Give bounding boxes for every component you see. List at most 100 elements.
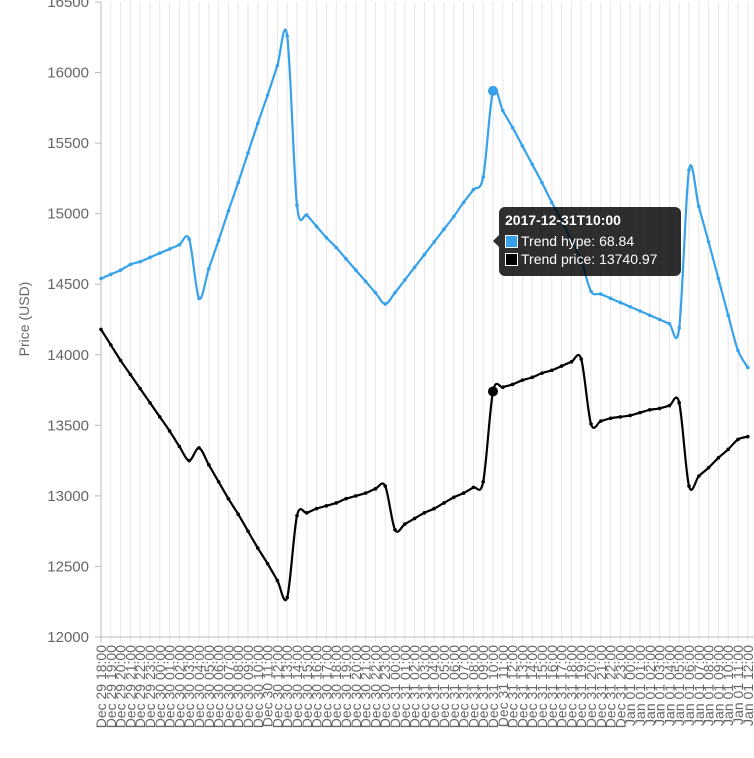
data-point-trend-hype[interactable]: [697, 204, 701, 209]
data-point-trend-hype[interactable]: [99, 276, 103, 281]
data-point-trend-hype[interactable]: [461, 200, 466, 205]
data-point-trend-hype[interactable]: [403, 278, 407, 282]
data-point-trend-price[interactable]: [452, 495, 456, 500]
data-point-trend-price[interactable]: [275, 578, 280, 583]
data-point-trend-price[interactable]: [442, 501, 446, 505]
data-point-trend-hype[interactable]: [432, 240, 437, 244]
data-point-trend-hype[interactable]: [471, 187, 476, 192]
data-point-trend-hype[interactable]: [488, 85, 498, 96]
data-point-trend-hype[interactable]: [226, 209, 231, 213]
data-point-trend-price[interactable]: [158, 415, 162, 419]
data-point-trend-hype[interactable]: [589, 289, 593, 294]
data-point-trend-hype[interactable]: [344, 257, 348, 261]
data-point-trend-hype[interactable]: [412, 265, 417, 270]
data-point-trend-hype[interactable]: [599, 292, 603, 296]
data-point-trend-price[interactable]: [697, 474, 701, 478]
data-point-trend-hype[interactable]: [550, 200, 554, 205]
data-point-trend-price[interactable]: [354, 494, 358, 498]
data-point-trend-price[interactable]: [432, 506, 437, 511]
data-point-trend-hype[interactable]: [246, 151, 250, 155]
data-point-trend-hype[interactable]: [314, 224, 319, 229]
data-point-trend-hype[interactable]: [501, 108, 505, 113]
data-point-trend-hype[interactable]: [109, 272, 113, 277]
data-point-trend-hype[interactable]: [118, 268, 123, 272]
data-point-trend-price[interactable]: [197, 446, 201, 450]
data-point-trend-hype[interactable]: [481, 175, 486, 179]
data-point-trend-hype[interactable]: [216, 238, 221, 243]
data-point-trend-hype[interactable]: [236, 180, 240, 185]
data-point-trend-price[interactable]: [618, 415, 623, 419]
data-point-trend-price[interactable]: [167, 429, 172, 433]
data-point-trend-hype[interactable]: [648, 313, 652, 318]
data-point-trend-hype[interactable]: [207, 266, 211, 271]
data-point-trend-price[interactable]: [344, 496, 348, 501]
data-point-trend-price[interactable]: [403, 522, 407, 526]
data-point-trend-hype[interactable]: [177, 242, 182, 247]
data-point-trend-price[interactable]: [305, 511, 309, 515]
data-point-trend-hype[interactable]: [677, 326, 681, 330]
data-point-trend-hype[interactable]: [667, 321, 672, 326]
data-point-trend-hype[interactable]: [628, 305, 632, 309]
data-point-trend-price[interactable]: [540, 371, 544, 375]
data-point-trend-price[interactable]: [422, 511, 427, 515]
data-point-trend-hype[interactable]: [334, 245, 339, 250]
data-point-trend-hype[interactable]: [363, 279, 368, 284]
data-point-trend-price[interactable]: [236, 512, 240, 517]
data-point-trend-hype[interactable]: [383, 302, 388, 306]
data-point-trend-price[interactable]: [657, 406, 662, 411]
data-point-trend-hype[interactable]: [158, 251, 162, 255]
data-point-trend-hype[interactable]: [726, 313, 730, 318]
data-point-trend-price[interactable]: [314, 506, 319, 511]
data-point-trend-hype[interactable]: [255, 121, 260, 126]
data-point-trend-price[interactable]: [648, 408, 652, 412]
data-point-trend-hype[interactable]: [510, 125, 515, 130]
data-point-trend-price[interactable]: [599, 419, 603, 423]
data-point-trend-price[interactable]: [295, 513, 299, 518]
data-point-trend-price[interactable]: [638, 410, 642, 415]
data-point-trend-price[interactable]: [687, 484, 691, 488]
data-point-trend-price[interactable]: [265, 561, 270, 566]
data-point-trend-hype[interactable]: [305, 213, 309, 217]
data-point-trend-price[interactable]: [216, 479, 221, 484]
data-point-trend-price[interactable]: [589, 422, 593, 426]
data-point-trend-price[interactable]: [716, 455, 721, 460]
data-point-trend-price[interactable]: [706, 465, 711, 470]
data-point-trend-price[interactable]: [667, 403, 672, 408]
data-point-trend-price[interactable]: [520, 378, 525, 382]
data-point-trend-price[interactable]: [726, 447, 730, 452]
data-point-trend-hype[interactable]: [746, 365, 750, 370]
data-point-trend-price[interactable]: [138, 386, 142, 391]
data-point-trend-hype[interactable]: [530, 162, 534, 167]
data-point-trend-price[interactable]: [393, 527, 397, 532]
data-point-trend-hype[interactable]: [197, 296, 201, 301]
data-point-trend-hype[interactable]: [618, 300, 623, 305]
data-point-trend-price[interactable]: [559, 364, 564, 368]
data-point-trend-hype[interactable]: [393, 290, 397, 295]
data-point-trend-price[interactable]: [99, 327, 103, 332]
data-point-trend-hype[interactable]: [638, 309, 642, 313]
data-point-trend-price[interactable]: [363, 491, 368, 495]
data-point-trend-hype[interactable]: [422, 252, 427, 257]
data-point-trend-hype[interactable]: [540, 180, 544, 185]
data-point-trend-hype[interactable]: [265, 93, 270, 97]
data-point-trend-hype[interactable]: [148, 255, 152, 260]
data-point-trend-hype[interactable]: [520, 144, 525, 148]
data-point-trend-price[interactable]: [177, 444, 182, 449]
data-point-trend-price[interactable]: [608, 416, 613, 421]
data-point-trend-price[interactable]: [461, 491, 466, 495]
data-point-trend-price[interactable]: [148, 400, 152, 405]
data-point-trend-price[interactable]: [579, 357, 583, 361]
data-point-trend-hype[interactable]: [128, 262, 133, 267]
data-point-trend-hype[interactable]: [167, 247, 172, 251]
data-point-trend-hype[interactable]: [736, 348, 740, 353]
data-point-trend-price[interactable]: [569, 360, 574, 364]
data-point-trend-price[interactable]: [677, 400, 681, 405]
data-point-trend-hype[interactable]: [285, 34, 290, 38]
data-point-trend-price[interactable]: [481, 479, 486, 484]
data-point-trend-hype[interactable]: [657, 317, 662, 322]
data-point-trend-hype[interactable]: [373, 290, 378, 295]
data-point-trend-price[interactable]: [412, 516, 417, 521]
data-point-trend-price[interactable]: [746, 434, 750, 439]
data-point-trend-hype[interactable]: [687, 168, 691, 172]
data-point-trend-hype[interactable]: [442, 227, 446, 231]
